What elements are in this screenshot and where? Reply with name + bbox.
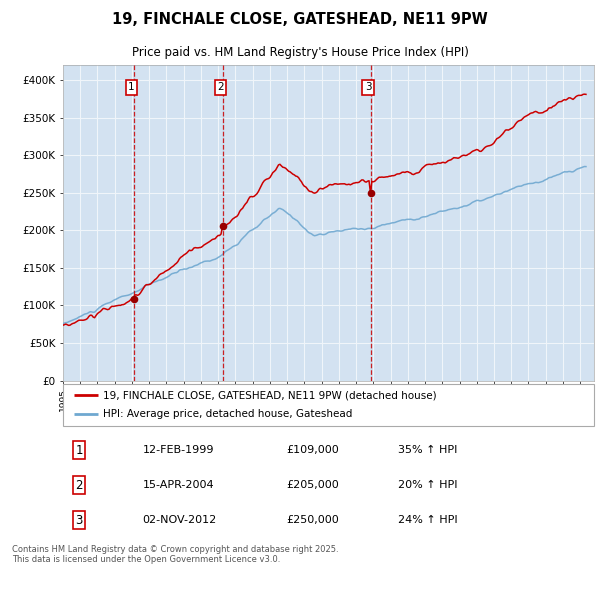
Text: £250,000: £250,000 xyxy=(286,515,339,525)
Text: 02-NOV-2012: 02-NOV-2012 xyxy=(143,515,217,525)
Text: 3: 3 xyxy=(75,514,83,527)
Bar xyxy=(223,65,371,381)
Text: HPI: Average price, detached house, Gateshead: HPI: Average price, detached house, Gate… xyxy=(103,409,352,419)
Text: 19, FINCHALE CLOSE, GATESHEAD, NE11 9PW (detached house): 19, FINCHALE CLOSE, GATESHEAD, NE11 9PW … xyxy=(103,391,436,401)
Text: £205,000: £205,000 xyxy=(286,480,339,490)
Bar xyxy=(371,65,594,381)
Text: 12-FEB-1999: 12-FEB-1999 xyxy=(143,445,214,455)
Bar xyxy=(63,65,134,381)
Text: 1: 1 xyxy=(128,83,135,93)
Text: 1: 1 xyxy=(75,444,83,457)
Text: 15-APR-2004: 15-APR-2004 xyxy=(143,480,214,490)
Text: 24% ↑ HPI: 24% ↑ HPI xyxy=(398,515,457,525)
Text: Price paid vs. HM Land Registry's House Price Index (HPI): Price paid vs. HM Land Registry's House … xyxy=(131,47,469,60)
Bar xyxy=(134,65,223,381)
Text: Contains HM Land Registry data © Crown copyright and database right 2025.
This d: Contains HM Land Registry data © Crown c… xyxy=(12,545,338,564)
Text: £109,000: £109,000 xyxy=(286,445,339,455)
Text: 20% ↑ HPI: 20% ↑ HPI xyxy=(398,480,457,490)
Text: 3: 3 xyxy=(365,83,371,93)
Text: 2: 2 xyxy=(217,83,224,93)
Text: 19, FINCHALE CLOSE, GATESHEAD, NE11 9PW: 19, FINCHALE CLOSE, GATESHEAD, NE11 9PW xyxy=(112,12,488,27)
Text: 2: 2 xyxy=(75,478,83,492)
Text: 35% ↑ HPI: 35% ↑ HPI xyxy=(398,445,457,455)
